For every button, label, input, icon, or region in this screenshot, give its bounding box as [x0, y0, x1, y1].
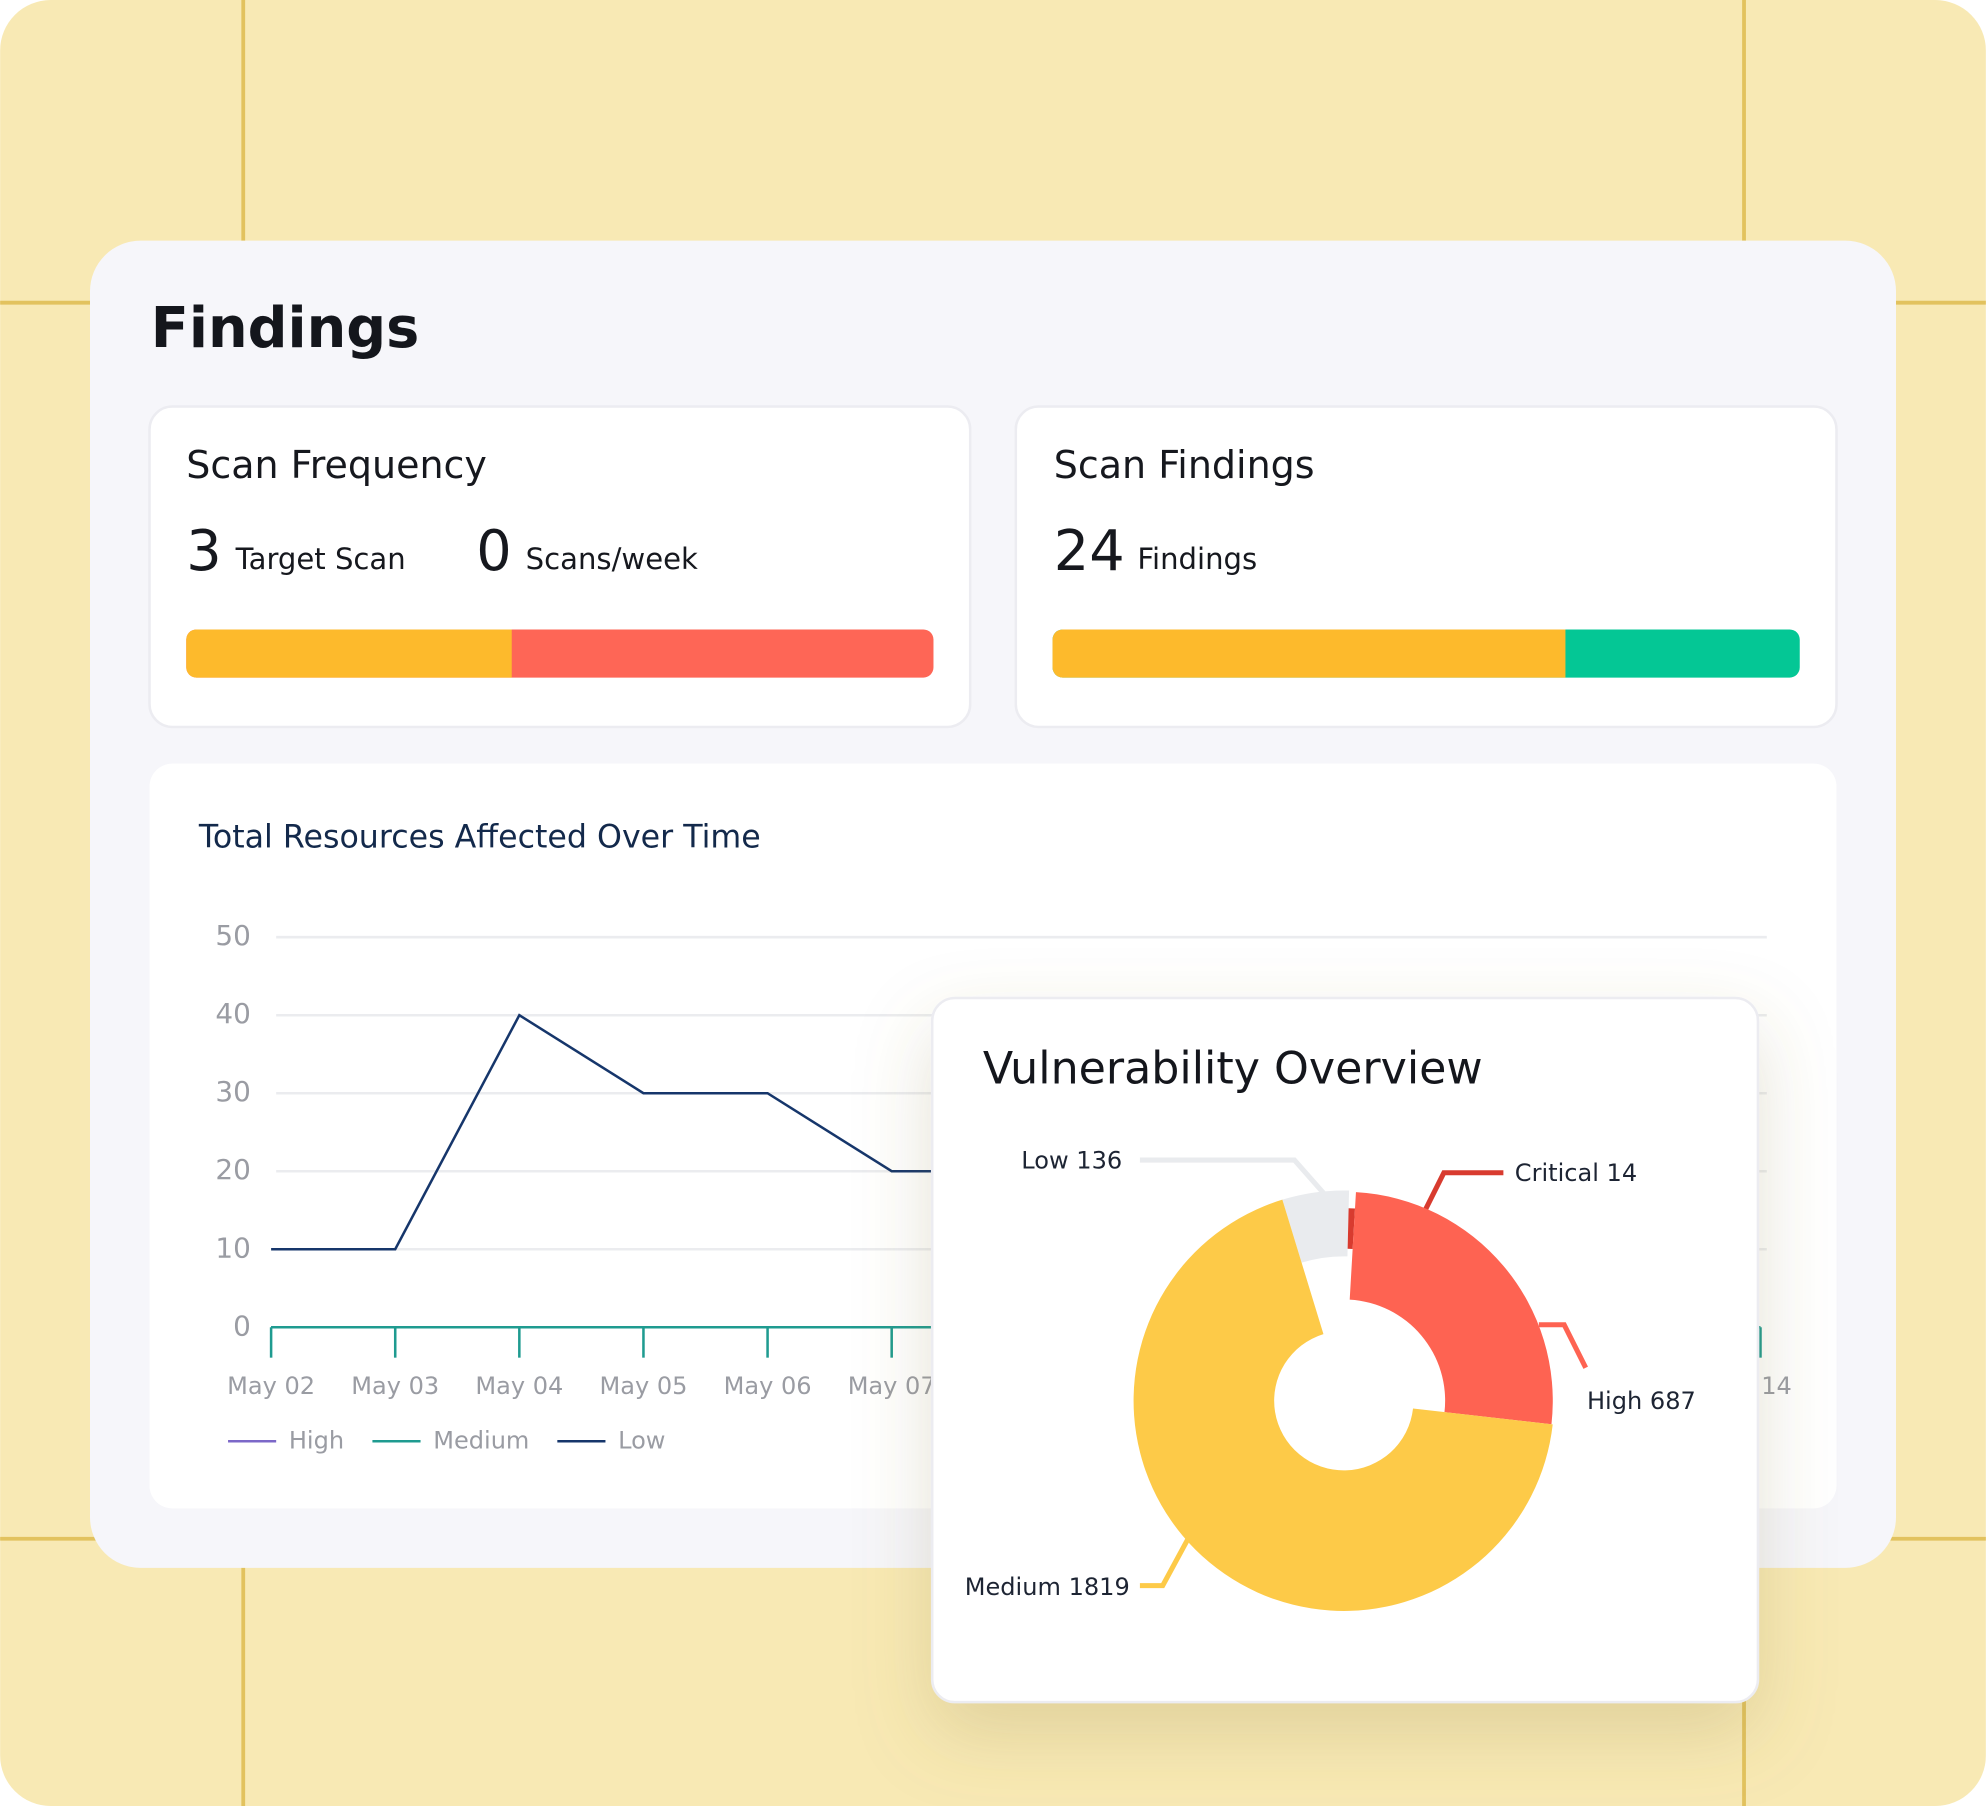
stat-value: 0 — [476, 519, 511, 584]
page-title: Findings — [151, 296, 420, 361]
leader-line — [1538, 1322, 1588, 1369]
donut-slice — [1347, 1208, 1356, 1250]
legend-label: High — [289, 1426, 344, 1454]
x-tick-label: May 07 — [848, 1372, 936, 1400]
progress-segment — [1052, 629, 1566, 678]
donut-slice — [1282, 1190, 1350, 1263]
stat-value: 3 — [186, 519, 221, 584]
stat-label: Findings — [1137, 542, 1257, 576]
vulnerability-card — [930, 996, 1760, 1704]
chart-title: Total Resources Affected Over Time — [198, 819, 761, 855]
slice-label: Critical 14 — [1515, 1159, 1637, 1187]
donut-chart: Low 136 Critical 14 High 687 Medium 1819 — [965, 1146, 1696, 1611]
slice-name: Medium — [965, 1573, 1061, 1601]
leader-line — [1139, 1537, 1191, 1589]
slice-label: High 687 — [1587, 1387, 1696, 1415]
y-tick-label: 10 — [215, 1231, 250, 1264]
chart-title: Vulnerability Overview — [983, 1043, 1483, 1094]
x-tick-label: May 02 — [227, 1372, 315, 1400]
slice-value: 687 — [1650, 1387, 1696, 1415]
card-title: Scan Frequency — [186, 443, 487, 487]
donut-slice — [1349, 1192, 1553, 1425]
donut-slice — [1133, 1199, 1553, 1611]
x-tick-label: May 03 — [351, 1372, 439, 1400]
y-tick-label: 40 — [215, 997, 250, 1030]
y-tick-label: 30 — [215, 1075, 250, 1108]
x-tick-label: May 05 — [599, 1372, 687, 1400]
slice-label: Low 136 — [1021, 1146, 1122, 1174]
slice-value: 1819 — [1069, 1573, 1130, 1601]
slice-name: Critical — [1515, 1159, 1599, 1187]
slice-label: Medium 1819 — [965, 1573, 1130, 1601]
stat-label: Scans/week — [526, 542, 698, 576]
slice-value: 136 — [1076, 1146, 1122, 1174]
x-tick-label: May 06 — [724, 1372, 812, 1400]
stat-value: 24 — [1054, 519, 1125, 584]
y-tick-label: 20 — [215, 1153, 250, 1186]
legend-label: Low — [618, 1426, 665, 1454]
legend-label: Medium — [433, 1426, 529, 1454]
leader-line — [1139, 1157, 1326, 1195]
progress-segment — [186, 629, 512, 678]
y-tick-label: 50 — [215, 919, 250, 952]
slice-name: High — [1587, 1387, 1642, 1415]
slice-name: Low — [1021, 1146, 1068, 1174]
y-tick-label: 0 — [233, 1309, 251, 1342]
stat-label: Target Scan — [235, 542, 406, 576]
slice-value: 14 — [1607, 1159, 1638, 1187]
line-series — [271, 1013, 1016, 1251]
card-title: Scan Findings — [1054, 443, 1315, 487]
x-tick-label: May 04 — [475, 1372, 563, 1400]
